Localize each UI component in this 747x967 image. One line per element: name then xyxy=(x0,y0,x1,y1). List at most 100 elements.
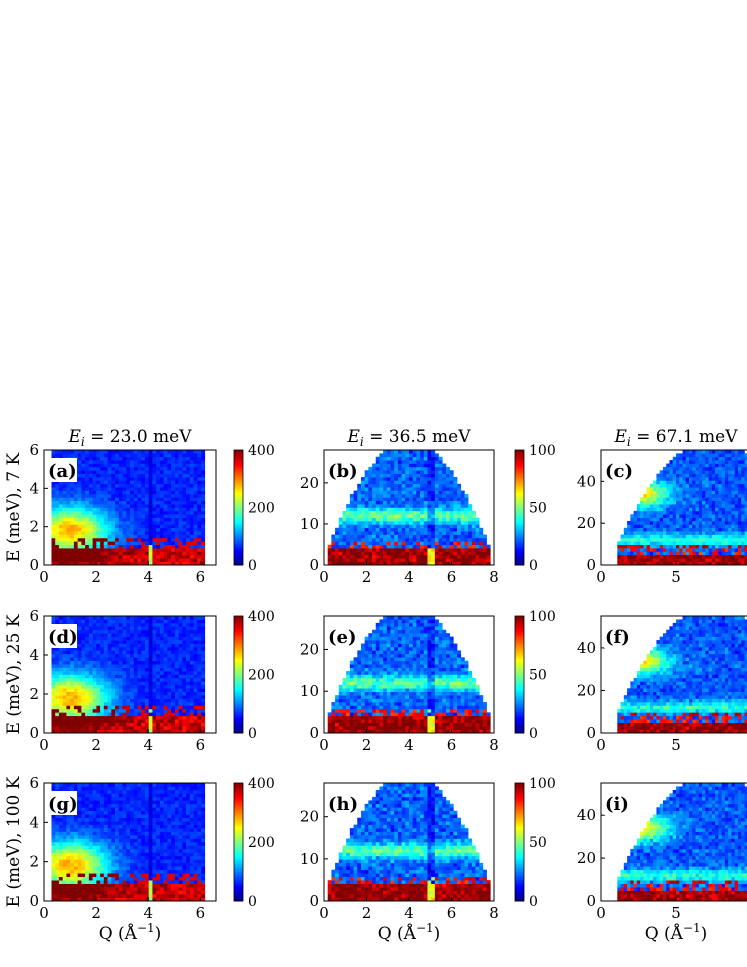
x-tick-label: 4 xyxy=(404,904,414,922)
column-title: Ei = 36.5 meV xyxy=(346,427,471,449)
panel-label: (f) xyxy=(605,627,630,648)
panel-i: 0 5 0 20 40 (i) Q (Å−1) xyxy=(577,782,747,944)
panel-label-box xyxy=(327,458,357,482)
panel-label: (d) xyxy=(48,627,78,648)
x-tick-label: 0 xyxy=(596,736,606,754)
panel-label: (g) xyxy=(48,794,78,815)
column-title: Ei = 67.1 meV xyxy=(613,427,738,449)
axes-frame xyxy=(43,615,217,734)
colorbar: 0 200 400 xyxy=(233,609,275,742)
y-tick-label: 40 xyxy=(577,472,596,490)
panel-label: (i) xyxy=(605,794,629,815)
colorbar-tick-label: 400 xyxy=(248,443,275,459)
colorbar-tick-label: 100 xyxy=(529,776,556,792)
x-tick-label: 2 xyxy=(91,568,101,586)
panel-label-box xyxy=(604,791,634,815)
panel-g: 0 2 4 6 0 2 4 6 (g) 0 200 400 Q (Å−1) xyxy=(29,774,274,944)
panel-b: 0 2 4 6 8 0 10 20 (b) 0 50 100 Ei = 36.5 meV xyxy=(300,427,556,586)
y-tick-label: 0 xyxy=(29,892,39,910)
panel-a: 0 2 4 6 0 2 4 6 (a) 0 200 400 Ei = 23.0 meV xyxy=(29,427,274,586)
colorbar-tick-label: 200 xyxy=(248,501,275,517)
x-tick-label: 0 xyxy=(319,904,329,922)
heatmap-cells xyxy=(617,783,747,901)
y-tick-label: 10 xyxy=(300,682,319,700)
x-tick-label: 2 xyxy=(362,568,372,586)
y-tick-label: 20 xyxy=(577,681,596,699)
y-tick-label: 6 xyxy=(29,441,39,459)
colorbar-tick-label: 50 xyxy=(529,835,547,851)
panel-label: (a) xyxy=(48,461,77,482)
panel-label-box xyxy=(47,458,77,482)
x-tick-label: 0 xyxy=(596,568,606,586)
y-tick-label: 6 xyxy=(29,607,39,625)
heatmap-cells xyxy=(327,616,491,733)
y-tick-label: 4 xyxy=(29,813,39,831)
x-tick-label: 0 xyxy=(39,904,49,922)
y-tick-label: 40 xyxy=(577,639,596,657)
panel-label-box xyxy=(47,791,77,815)
colorbar-tick-label: 100 xyxy=(529,443,556,459)
y-tick-label: 0 xyxy=(586,724,596,742)
colorbar: 0 200 400 xyxy=(233,776,275,910)
x-tick-label: 0 xyxy=(596,904,606,922)
panel-e: 0 2 4 6 8 0 10 20 (e) 0 50 100 xyxy=(300,609,556,754)
x-tick-label: 6 xyxy=(447,568,457,586)
x-tick-label: 0 xyxy=(319,736,329,754)
panel-label-box xyxy=(47,624,77,648)
y-tick-label: 0 xyxy=(309,556,319,574)
heatmap-cells xyxy=(327,783,491,901)
x-tick-label: 8 xyxy=(489,736,499,754)
x-axis-label: Q (Å−1) xyxy=(645,921,708,944)
colorbar-tick-label: 50 xyxy=(529,501,547,517)
colorbar-tick-label: 0 xyxy=(248,558,257,574)
y-tick-label: 20 xyxy=(577,514,596,532)
panel-h: 0 2 4 6 8 0 10 20 (h) 0 50 100 Q (Å−1) xyxy=(300,776,556,944)
panel-f: 0 5 0 20 40 (f) xyxy=(577,615,747,754)
x-tick-label: 6 xyxy=(447,736,457,754)
panel-c: 0 5 0 20 40 (c) Ei = 67.1 meV xyxy=(577,427,747,586)
y-axis-label: E (meV), 7 K xyxy=(4,453,24,563)
y-tick-label: 2 xyxy=(29,853,39,871)
x-tick-label: 6 xyxy=(447,904,457,922)
heatmap-cells xyxy=(51,616,206,733)
x-tick-label: 0 xyxy=(39,568,49,586)
y-tick-label: 20 xyxy=(577,849,596,867)
colorbar: 0 50 100 xyxy=(514,609,556,742)
y-tick-label: 10 xyxy=(300,850,319,868)
y-tick-label: 4 xyxy=(29,646,39,664)
panel-label-box xyxy=(327,791,357,815)
x-tick-label: 8 xyxy=(489,568,499,586)
colorbar: 0 200 400 xyxy=(233,443,275,574)
y-tick-label: 4 xyxy=(29,479,39,497)
x-tick-label: 4 xyxy=(143,904,153,922)
colorbar-tick-label: 0 xyxy=(248,894,257,910)
column-title: Ei = 23.0 meV xyxy=(67,427,192,449)
heatmap-cells xyxy=(327,450,491,565)
colorbar-tick-label: 200 xyxy=(248,668,275,684)
y-tick-label: 20 xyxy=(300,808,319,826)
x-tick-label: 5 xyxy=(671,904,681,922)
axes-frame xyxy=(43,782,217,902)
panel-label-box xyxy=(604,624,634,648)
colorbar-tick-label: 200 xyxy=(248,835,275,851)
y-tick-label: 6 xyxy=(29,774,39,792)
x-tick-label: 4 xyxy=(143,568,153,586)
y-tick-label: 20 xyxy=(300,640,319,658)
x-tick-label: 4 xyxy=(404,736,414,754)
heatmap-cells xyxy=(617,450,747,565)
x-tick-label: 2 xyxy=(91,736,101,754)
heatmap-cells xyxy=(51,450,206,565)
colorbar-tick-label: 0 xyxy=(529,894,538,910)
x-tick-label: 0 xyxy=(39,736,49,754)
x-tick-label: 2 xyxy=(362,736,372,754)
colorbar-tick-label: 0 xyxy=(529,726,538,742)
y-axis-label: E (meV), 25 K xyxy=(4,614,24,734)
x-tick-label: 4 xyxy=(143,736,153,754)
y-tick-label: 40 xyxy=(577,806,596,824)
x-tick-label: 6 xyxy=(196,568,206,586)
colorbar: 0 50 100 xyxy=(514,776,556,910)
y-tick-label: 20 xyxy=(300,474,319,492)
panel-label-box xyxy=(604,458,634,482)
panel-label: (h) xyxy=(328,794,358,815)
